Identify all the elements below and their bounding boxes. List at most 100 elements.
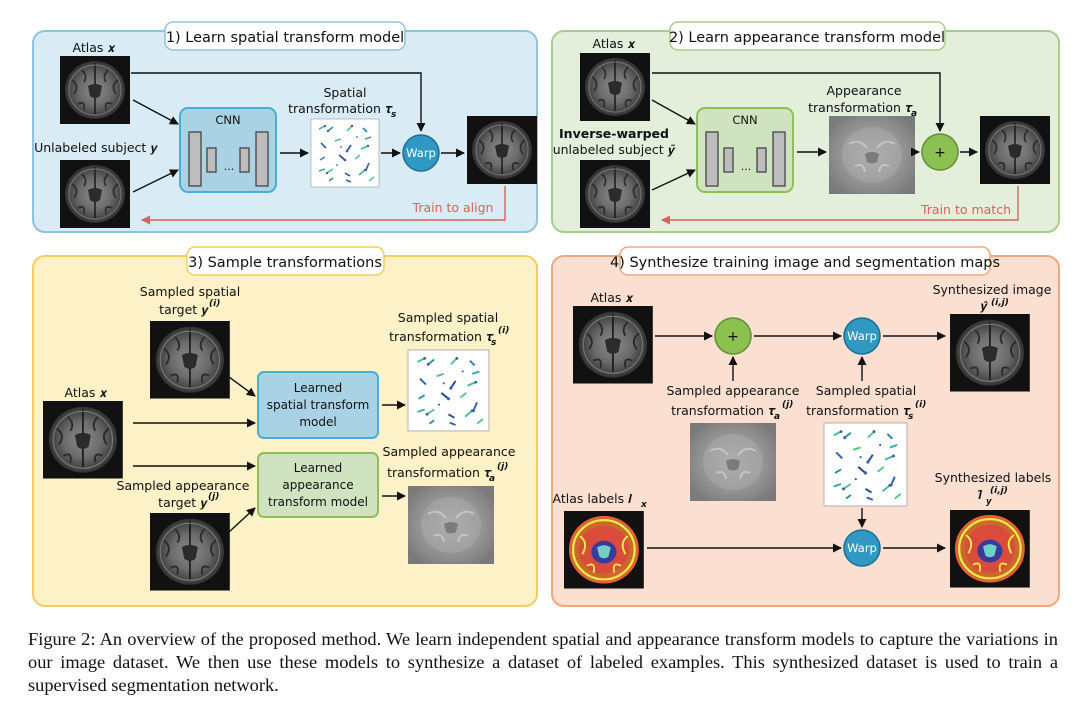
- atlas-image-p1: [59, 55, 131, 125]
- cnn-layer-icon: [188, 131, 202, 187]
- plus-label-p4: +: [727, 329, 739, 345]
- arrow-atlas-to-cnn-p2: [651, 99, 696, 125]
- sup-j-target: (j): [208, 492, 219, 502]
- sampled-spatial-p4-l1: Sampled spatial: [816, 383, 916, 398]
- panel-sample-transformations: 3) Sample transformations Sampled spatia…: [32, 246, 538, 607]
- cnn-layer-icon: [705, 131, 719, 187]
- panel-3-title-box: [186, 246, 385, 276]
- sampled-spatial-target-l1: Sampled spatial: [140, 284, 240, 299]
- sampled-appearance-p4-l1: Sampled appearance: [667, 383, 800, 398]
- sampled-spatial-p4-l2: transformation 𝝉: [806, 403, 912, 418]
- atlas-image-p4: [572, 305, 654, 385]
- spatial-field-image-p4: [823, 422, 908, 507]
- unlabeled-subject-label: Unlabeled subject 𝒚: [34, 140, 158, 155]
- synthesized-image: [949, 313, 1031, 393]
- panel-3-title: 3) Sample transformations: [188, 255, 382, 271]
- sampled-appearance-map-image: [407, 485, 495, 565]
- sampled-appearance-transform-l1: Sampled appearance: [383, 444, 516, 459]
- sampled-appearance-target-l1: Sampled appearance: [117, 478, 250, 493]
- arrow-atlas-to-plus: [652, 72, 945, 132]
- spatial-transformation-label-l1: Spatial: [323, 85, 366, 100]
- cnn-layer-icon: [756, 147, 767, 173]
- appearance-map-image-p2: [828, 115, 916, 195]
- cnn-layer-icon: [239, 147, 250, 173]
- learned-spatial-l2: spatial transform: [267, 398, 370, 412]
- appearance-map-image-p4: [689, 422, 777, 502]
- panel-4-title-box: [619, 246, 991, 276]
- sub-s-p3: s: [491, 338, 497, 348]
- sup-j-p3: (j): [497, 462, 508, 472]
- sup-i-target: (i): [209, 299, 220, 309]
- warp-node-p4-image: [843, 317, 881, 355]
- warped-brain-p1: [466, 115, 538, 185]
- atlas-labels-image: [562, 509, 645, 590]
- sub-s-p4: s: [908, 412, 914, 422]
- arrow-spatial-target-to-model: [228, 376, 256, 397]
- panel-1-title-box: [164, 21, 406, 51]
- appearance-transformation-label-l1: Appearance: [826, 83, 901, 98]
- panel-learn-spatial: 1) Learn spatial transform model Atlas 𝒙…: [32, 21, 538, 233]
- sup-ij-image: (i,j): [991, 298, 1009, 308]
- sub-s-p1: s: [391, 110, 397, 120]
- sub-x-labels: x: [640, 500, 648, 510]
- sub-a-p4: a: [774, 412, 780, 422]
- inverse-warped-label: Inverse-warped: [559, 126, 669, 141]
- cnn-box-p1: [179, 107, 277, 193]
- arrow-subject-to-cnn: [132, 169, 179, 193]
- cnn-dots-p1: ...: [224, 160, 235, 173]
- learned-appearance-l2: appearance: [282, 478, 353, 492]
- train-to-align-label: Train to align: [412, 200, 494, 215]
- cnn-layer-icon: [772, 131, 786, 187]
- learned-appearance-model-box: [257, 452, 379, 518]
- arrow-atlas-to-cnn: [132, 99, 179, 125]
- sup-j-p4: (j): [782, 400, 793, 410]
- sampled-appearance-transform-l2: transformation 𝝉: [387, 465, 493, 480]
- sampled-appearance-target-l2: target 𝒚: [158, 495, 208, 510]
- atlas-label-p3: Atlas 𝒙: [65, 385, 109, 400]
- sampled-spatial-target-image: [149, 320, 231, 400]
- synthesized-labels-image: [948, 508, 1031, 589]
- atlas-label-p2: Atlas 𝒙: [593, 36, 637, 51]
- cnn-box-p2: [696, 107, 794, 193]
- learned-spatial-model-box: [257, 371, 379, 439]
- sampled-spatial-transform-l2: transformation 𝝉: [389, 329, 495, 344]
- atlas-label-p4: Atlas 𝒙: [591, 290, 635, 305]
- panel-synthesize: 4) Synthesize training image and segment…: [551, 246, 1060, 607]
- synth-labels-l2: 𝒍̂: [977, 487, 984, 502]
- atlas-labels-label: Atlas labels 𝒍: [553, 491, 634, 506]
- inverse-warped-image: [579, 159, 651, 229]
- appearance-transformation-label-l2: transformation 𝝉: [808, 100, 914, 115]
- sampled-spatial-transform-l1: Sampled spatial: [398, 310, 498, 325]
- synth-image-l2: 𝒚̂: [980, 298, 988, 313]
- unlabeled-subject-tilde-label: unlabeled subject 𝒚̃: [553, 142, 676, 157]
- warp-label-p4-labels: Warp: [847, 541, 877, 555]
- unlabeled-subject-image: [59, 159, 131, 229]
- warp-label-p1: Warp: [406, 146, 436, 160]
- warp-node-p1: [402, 134, 440, 172]
- appearance-output-image-p2: [979, 115, 1051, 185]
- panel-1-title: 1) Learn spatial transform model: [166, 30, 404, 46]
- spatial-transformation-label-l2: transformation 𝝉: [288, 101, 394, 116]
- plus-node-p4: [714, 317, 752, 355]
- arrow-atlas-to-warp: [131, 72, 426, 132]
- sampled-spatial-field-image: [407, 349, 490, 432]
- cnn-layer-icon: [255, 131, 269, 187]
- plus-label-p2: +: [934, 145, 946, 161]
- sup-i-p4: (i): [915, 400, 926, 410]
- arrow-train-to-align: [141, 186, 506, 225]
- learned-appearance-l1: Learned: [294, 461, 343, 475]
- plus-node-p2: [921, 133, 959, 171]
- warp-label-p4-image: Warp: [847, 329, 877, 343]
- panel-2-title: 2) Learn appearance transform model: [669, 30, 945, 46]
- atlas-image-p3: [42, 400, 124, 480]
- learned-spatial-l3: model: [299, 415, 336, 429]
- sup-i-p3: (i): [498, 326, 509, 336]
- sup-ij-labels: (i,j): [990, 486, 1008, 496]
- learned-spatial-l1: Learned: [294, 381, 343, 395]
- atlas-image-p2: [579, 52, 651, 122]
- sampled-spatial-target-l2: target 𝒚: [159, 302, 209, 317]
- panel-4-title: 4) Synthesize training image and segment…: [610, 255, 1000, 271]
- synth-image-l1: Synthesized image: [933, 282, 1052, 297]
- cnn-label-p2: CNN: [732, 113, 757, 127]
- train-to-match-label: Train to match: [920, 202, 1011, 217]
